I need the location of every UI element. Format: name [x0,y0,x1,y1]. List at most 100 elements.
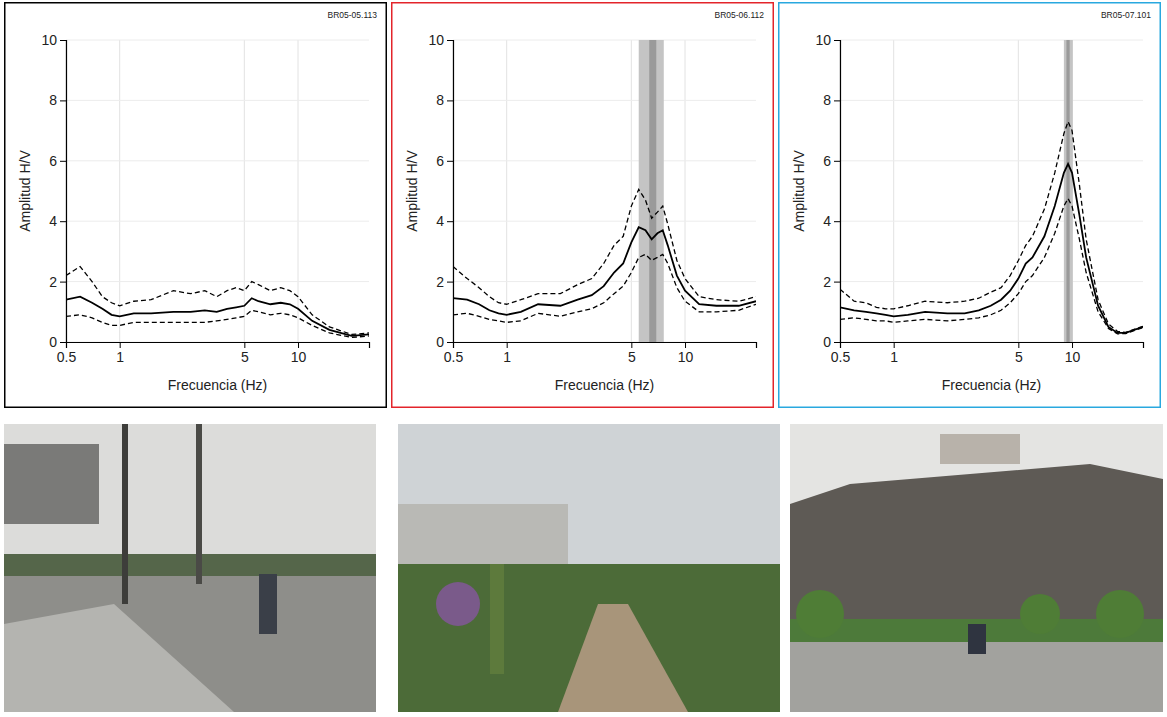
axis-line [447,41,454,343]
tick-label: 0.5 [831,349,851,365]
tick-mark [834,221,840,222]
tick-mark [447,40,453,41]
y-axis: 0 2 4 6 8 10 [41,32,66,350]
panel-frame [779,3,1161,408]
tick: 10 [428,32,453,48]
panel-frame [392,3,774,408]
tick-mark [447,221,453,222]
tick: 6 [436,153,453,169]
tick-label: 1 [890,349,898,365]
tick-label: 10 [428,32,444,48]
tick: 0.5 [444,342,464,365]
x-axis: 0.5 1 5 10 [831,342,1144,365]
tick-mark [685,342,686,348]
grid-line [66,100,369,101]
tick: 8 [49,92,66,108]
axis-line [67,343,370,349]
tick-label: 8 [436,92,444,108]
grid-line [1018,40,1019,342]
grid-line [893,40,894,342]
std-curve [840,122,1143,333]
panel-frame [5,3,387,408]
tick: 10 [815,32,840,48]
tick: 10 [291,342,307,365]
tick: 10 [678,342,694,365]
title: BR05-07.101 [1101,10,1151,20]
tick-label: 0.5 [444,349,464,365]
tick-label: 0 [49,334,57,350]
title: BR05-05.113 [328,10,378,20]
tick: 1 [116,342,124,365]
tick: 2 [436,274,453,290]
tick-mark [834,100,840,101]
panel: 0.5 1 5 10 0 2 4 6 8 10 BR05-06.112 Frecuencia (Hz)… [392,3,774,408]
tick-label: 10 [678,349,694,365]
tick: 0 [823,334,840,350]
f0-band [639,40,664,342]
figure: 0.515100246810BR05-05.113Frecuencia (Hz)… [0,0,1167,717]
grid [453,40,756,342]
tick-label: 1 [503,349,511,365]
tick: 8 [823,92,840,108]
tick: 0 [436,334,453,350]
tick-label: 5 [1015,349,1023,365]
tick-mark [834,40,840,41]
tick: 10 [41,32,66,48]
plot: 0.515100246810 [815,32,1143,365]
tick-mark [298,342,299,348]
mean-curve [840,164,1143,333]
plot: 0.5 1 5 10 0 2 4 6 8 10 [428,32,756,365]
grid-line [631,40,632,342]
grid-line [453,40,756,41]
tick-mark [244,342,245,348]
grid-line [66,221,369,222]
grid-line [453,281,756,282]
tick-mark [507,342,508,348]
x-axis: 0.5 1 5 10 [57,342,370,365]
y-axis-title: Amplitud H/V [17,149,33,231]
photo [790,424,1163,712]
tick-mark [447,282,453,283]
grid-line [840,221,1143,222]
grid-line [66,160,369,161]
std-curve [66,310,369,337]
tick-mark [60,282,66,283]
f0-band [1064,40,1073,342]
tick-label: 10 [1065,349,1081,365]
x-axis-title: Frecuencia (Hz) [555,377,655,393]
grid-line [840,281,1143,282]
tick: 0 [49,334,66,350]
marks [453,40,756,342]
tick: 10 [1065,342,1081,365]
grid-line [244,40,245,342]
tick: 5 [1015,342,1023,365]
tick: 6 [823,153,840,169]
axis-line [454,343,757,349]
tick: 5 [241,342,249,365]
tick-label: 10 [291,349,307,365]
tick: 4 [49,213,66,229]
tick-mark [60,40,66,41]
axis-line [60,41,67,343]
tick-mark [834,161,840,162]
panel: 0.515100246810BR05-07.101Frecuencia (Hz)… [779,3,1161,408]
tick-label: 5 [628,349,636,365]
title: BR05-06.112 [715,10,765,20]
tick: 6 [49,153,66,169]
tick-label: 10 [41,32,57,48]
tick-mark [60,221,66,222]
grid-line [66,40,369,41]
grid [66,40,369,342]
grid-line [685,40,686,342]
tick: 5 [628,342,636,365]
grid-line [840,100,1143,101]
panel: 0.515100246810BR05-05.113Frecuencia (Hz)… [5,3,387,408]
tick-mark [60,342,66,343]
axis-line [841,343,1144,349]
tick-label: 4 [436,213,444,229]
tick: 0.5 [57,342,77,365]
tick: 2 [49,274,66,290]
tick: 4 [436,213,453,229]
f0-center [649,40,656,342]
tick-label: 8 [49,92,57,108]
